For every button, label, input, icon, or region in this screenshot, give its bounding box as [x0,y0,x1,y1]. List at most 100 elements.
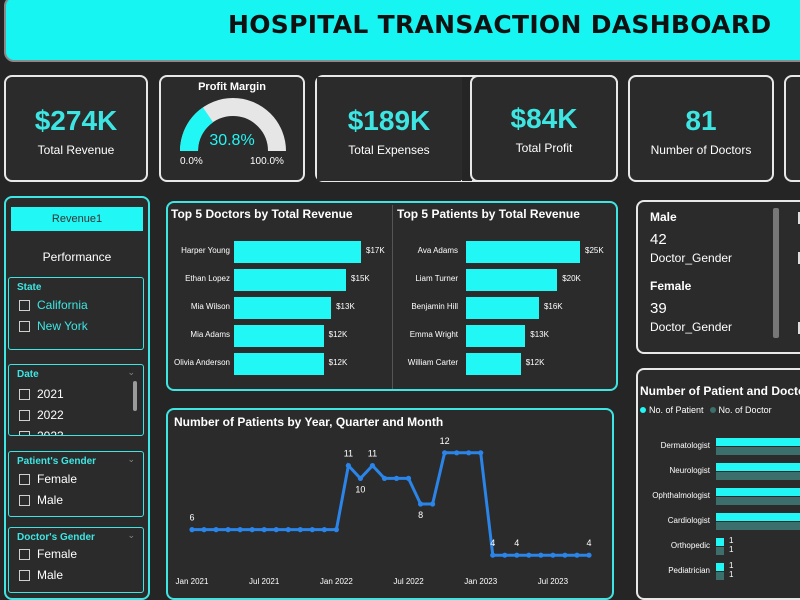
bar [466,269,558,291]
checkbox[interactable] [19,569,30,581]
divider [392,205,393,389]
bar-value-label: $12K [328,330,348,339]
data-point [321,527,327,533]
chevron-down-icon[interactable]: ⌄ [127,454,135,464]
male-sub: Doctor_Gender [650,251,733,265]
bar-value-label: $13K [336,302,355,311]
top5-panel: Top 5 Doctors by Total Revenue Top 5 Pat… [166,201,618,391]
scrollbar[interactable] [773,208,779,338]
data-point [237,527,243,533]
doctor-bar [716,522,800,530]
point-label: 4 [586,538,591,548]
bar [234,325,324,347]
pd-category-label: Dermatologist [660,441,710,450]
profit-margin-gauge [180,98,286,152]
bar-value-label: $15K [351,274,370,283]
patient-gender-option[interactable]: Female [19,472,77,486]
chevron-down-icon[interactable]: ⌄ [127,530,135,540]
cut-off-mark [798,212,800,224]
kpi-label: Number of Doctors [650,143,752,157]
female-count: 39 [650,300,667,317]
state-option[interactable]: California [19,298,88,312]
data-point [490,552,496,558]
checkbox[interactable] [19,409,30,421]
patient-bar [716,463,800,471]
checkbox[interactable] [19,320,30,332]
data-point [369,463,376,469]
doctor-gender-option[interactable]: Male [19,568,63,582]
doctor-gender-slicer: Doctor's Gender ⌄ Female Male [8,527,144,593]
data-point [285,527,291,533]
pd-category-label: Ophthalmologist [652,491,710,500]
bar-value-label: $17K [366,246,385,255]
title-bar: HOSPITAL TRANSACTION DASHBOARD [4,0,800,62]
slicer-title: State [17,282,42,293]
option-label: New York [37,319,88,333]
doctors-bar-chart: Harper Young $17K Ethan Lopez $15K Mia Wilso… [168,203,392,389]
pd-chart-title: Number of Patient and Doctor [640,384,800,398]
patient-gender-option[interactable]: Male [19,493,63,507]
bar-category-label: Mia Adams [190,330,230,339]
option-label: 2023 [37,429,64,436]
bar [466,325,526,347]
data-point [405,475,412,481]
revenue1-button[interactable]: Revenue1 [11,207,143,231]
bar-value-label: $12K [328,358,348,367]
data-point [442,450,448,456]
x-tick-label: Jan 2022 [320,577,353,586]
point-label: 10 [355,484,365,494]
cut-off-mark [798,252,800,264]
x-tick-label: Jul 2021 [249,577,280,586]
bar-category-label: Benjamin Hill [411,302,458,311]
data-point [393,475,400,481]
kpi-number-of-doctors: 81 Number of Doctors [628,75,774,182]
doctor-gender-option[interactable]: Female [19,547,77,561]
patients-bar-chart: Ava Adams $25K Liam Turner $20K Benjamin Hil… [394,203,618,389]
point-label: 6 [189,513,194,523]
date-option[interactable]: 2023 [19,429,64,436]
point-label: 8 [418,510,423,520]
data-point [417,501,424,507]
checkbox[interactable] [19,299,30,311]
bar-category-label: Harper Young [181,246,230,255]
bar-value-label: $25K [585,246,604,255]
doctor-bar [716,472,800,480]
data-point [297,527,303,533]
patients-line-panel: Number of Patients by Year, Quarter and … [166,408,614,600]
chevron-down-icon[interactable]: ⌄ [127,367,135,377]
checkbox[interactable] [19,473,30,485]
patient-bar [716,488,800,496]
option-label: Female [37,472,78,486]
line-chart-title: Number of Patients by Year, Quarter and … [174,415,444,429]
female-sub: Doctor_Gender [650,320,733,334]
data-point [502,552,508,558]
pd-value-label: 1 [729,561,734,570]
legend-doctor-marker [709,407,716,413]
bar-category-label: Olivia Anderson [173,358,230,367]
data-point [430,501,436,507]
patient-bar [716,513,800,521]
patient-doctor-panel: Number of Patient and Doctor No. of Pati… [636,368,800,600]
performance-label: Performance [42,250,112,264]
checkbox[interactable] [19,494,30,506]
checkbox[interactable] [19,430,30,435]
data-point [225,527,231,533]
date-option[interactable]: 2021 [19,387,64,401]
checkbox[interactable] [19,548,30,560]
state-option[interactable]: New York [19,319,88,333]
scrollbar[interactable] [133,381,137,411]
date-option[interactable]: 2022 [19,408,64,422]
data-point [333,527,339,533]
data-point [526,552,532,558]
checkbox[interactable] [19,388,30,400]
data-point [309,527,315,533]
pd-category-label: Pediatrician [668,566,710,575]
kpi-total-revenue: $274K Total Revenue [4,75,148,182]
kpi-value: 81 [685,105,717,136]
data-point [213,527,219,533]
gauge-fill [180,107,214,152]
option-label: Male [37,493,64,507]
patient-gender-slicer: Patient's Gender ⌄ Female Male [8,451,144,517]
data-point [357,475,364,481]
data-point [514,552,520,558]
